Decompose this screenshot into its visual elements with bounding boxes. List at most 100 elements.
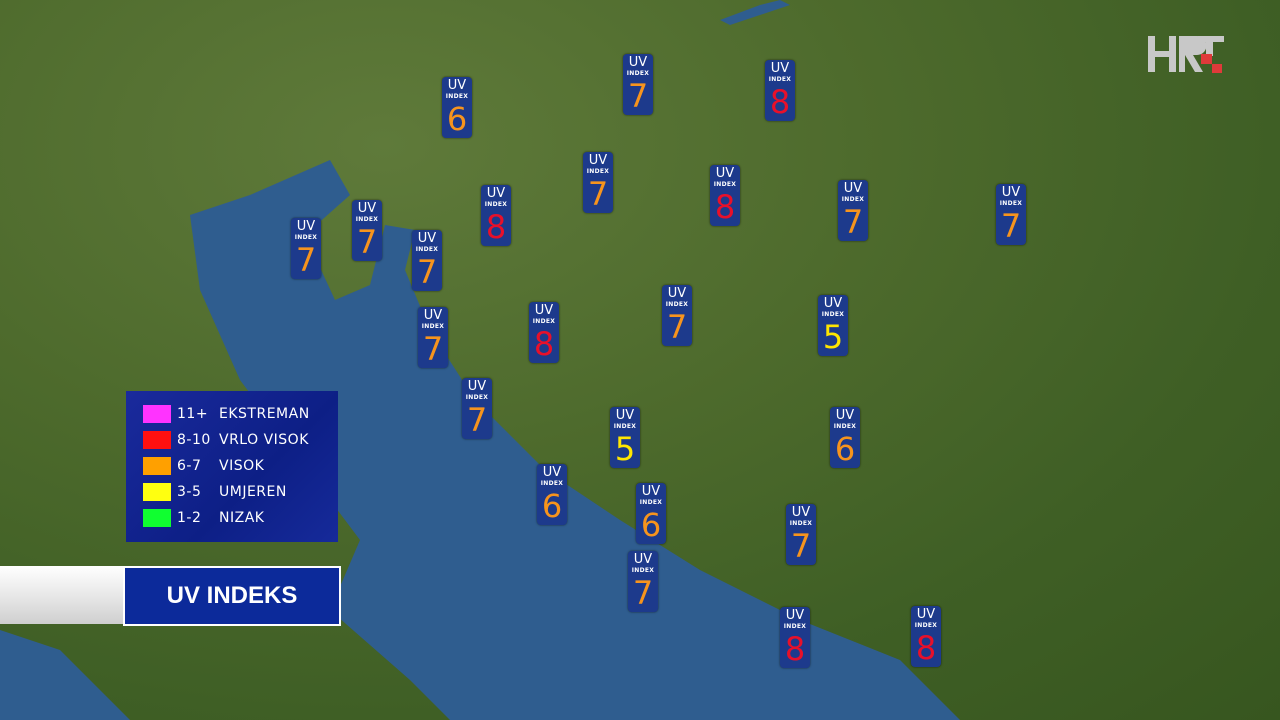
title-uv-indeks: UV INDEKS	[123, 566, 341, 626]
uv-badge: UV INDEX 7	[291, 218, 321, 279]
uv-badge: UV INDEX 7	[628, 551, 658, 612]
uv-value: 5	[822, 318, 844, 356]
legend-range: 11+	[177, 406, 209, 422]
uv-badge: UV INDEX 7	[838, 180, 868, 241]
uv-badge: UV INDEX 7	[418, 307, 448, 368]
uv-badge: UV INDEX 7	[786, 504, 816, 565]
index-label: INDEX	[631, 567, 655, 574]
uv-value: 6	[834, 430, 856, 468]
lake	[720, 0, 790, 25]
index-label: INDEX	[540, 480, 564, 487]
uv-value: 7	[627, 77, 649, 115]
uv-badge: UV INDEX 5	[610, 407, 640, 468]
index-label: INDEX	[914, 622, 938, 629]
uv-value: 7	[1000, 207, 1022, 245]
uv-value: 7	[466, 401, 488, 439]
uv-label: UV	[296, 219, 316, 234]
index-label: INDEX	[532, 318, 556, 325]
uv-value: 7	[666, 308, 688, 346]
uv-badge: UV INDEX 7	[623, 54, 653, 115]
index-label: INDEX	[484, 201, 508, 208]
legend-item: 3-5 UMJEREN	[143, 482, 287, 502]
legend-swatch	[143, 405, 171, 423]
uv-label: UV	[667, 286, 687, 301]
index-label: INDEX	[445, 93, 469, 100]
uv-label: UV	[791, 505, 811, 520]
uv-label: UV	[916, 607, 936, 622]
legend-swatch	[143, 431, 171, 449]
index-label: INDEX	[833, 423, 857, 430]
index-label: INDEX	[626, 70, 650, 77]
uv-value: 7	[422, 330, 444, 368]
uv-badge: UV INDEX 7	[996, 184, 1026, 245]
legend-range: 3-5	[177, 484, 202, 500]
legend-item: 11+ EKSTREMAN	[143, 404, 310, 424]
tyrrhenian-sea	[0, 630, 130, 720]
uv-value: 7	[356, 223, 378, 261]
uv-value: 5	[614, 430, 636, 468]
legend-item: 8-10 VRLO VISOK	[143, 430, 309, 450]
uv-label: UV	[615, 408, 635, 423]
legend-swatch	[143, 509, 171, 527]
uv-badge: UV INDEX 7	[583, 152, 613, 213]
uv-badge: UV INDEX 6	[830, 407, 860, 468]
legend-label: VISOK	[219, 458, 265, 474]
uv-value: 8	[784, 630, 806, 668]
uv-badge: UV INDEX 8	[765, 60, 795, 121]
uv-value: 8	[769, 83, 791, 121]
uv-value: 8	[915, 629, 937, 667]
uv-value: 6	[446, 100, 468, 138]
index-label: INDEX	[294, 234, 318, 241]
uv-label: UV	[785, 608, 805, 623]
uv-label: UV	[417, 231, 437, 246]
uv-badge: UV INDEX 8	[780, 607, 810, 668]
uv-label: UV	[823, 296, 843, 311]
uv-badge: UV INDEX 7	[412, 230, 442, 291]
uv-label: UV	[447, 78, 467, 93]
index-label: INDEX	[465, 394, 489, 401]
index-label: INDEX	[355, 216, 379, 223]
index-label: INDEX	[789, 520, 813, 527]
legend-label: EKSTREMAN	[219, 406, 310, 422]
legend-range: 6-7	[177, 458, 202, 474]
uv-label: UV	[633, 552, 653, 567]
uv-badge: UV INDEX 7	[352, 200, 382, 261]
uv-legend: 11+ EKSTREMAN 8-10 VRLO VISOK 6-7 VISOK 3-5 UMJ…	[126, 391, 338, 542]
uv-value: 6	[640, 506, 662, 544]
uv-badge: UV INDEX 5	[818, 295, 848, 356]
uv-label: UV	[542, 465, 562, 480]
uv-label: UV	[467, 379, 487, 394]
uv-label: UV	[835, 408, 855, 423]
uv-label: UV	[1001, 185, 1021, 200]
uv-badge: UV INDEX 7	[662, 285, 692, 346]
hrt-logo	[1148, 36, 1224, 73]
legend-swatch	[143, 483, 171, 501]
legend-label: UMJEREN	[219, 484, 287, 500]
uv-label: UV	[423, 308, 443, 323]
uv-value: 7	[632, 574, 654, 612]
uv-value: 8	[714, 188, 736, 226]
index-label: INDEX	[713, 181, 737, 188]
uv-label: UV	[770, 61, 790, 76]
uv-badge: UV INDEX 6	[636, 483, 666, 544]
uv-badge: UV INDEX 8	[481, 185, 511, 246]
uv-badge: UV INDEX 8	[710, 165, 740, 226]
uv-label: UV	[641, 484, 661, 499]
index-label: INDEX	[783, 623, 807, 630]
uv-badge: UV INDEX 8	[911, 606, 941, 667]
legend-item: 1-2 NIZAK	[143, 508, 264, 528]
index-label: INDEX	[768, 76, 792, 83]
uv-label: UV	[588, 153, 608, 168]
index-label: INDEX	[639, 499, 663, 506]
legend-label: NIZAK	[219, 510, 265, 526]
uv-label: UV	[715, 166, 735, 181]
index-label: INDEX	[841, 196, 865, 203]
legend-range: 1-2	[177, 510, 202, 526]
uv-label: UV	[357, 201, 377, 216]
legend-swatch	[143, 457, 171, 475]
uv-badge: UV INDEX 7	[462, 378, 492, 439]
title-bar-accent	[0, 566, 124, 624]
uv-value: 7	[790, 527, 812, 565]
uv-label: UV	[843, 181, 863, 196]
